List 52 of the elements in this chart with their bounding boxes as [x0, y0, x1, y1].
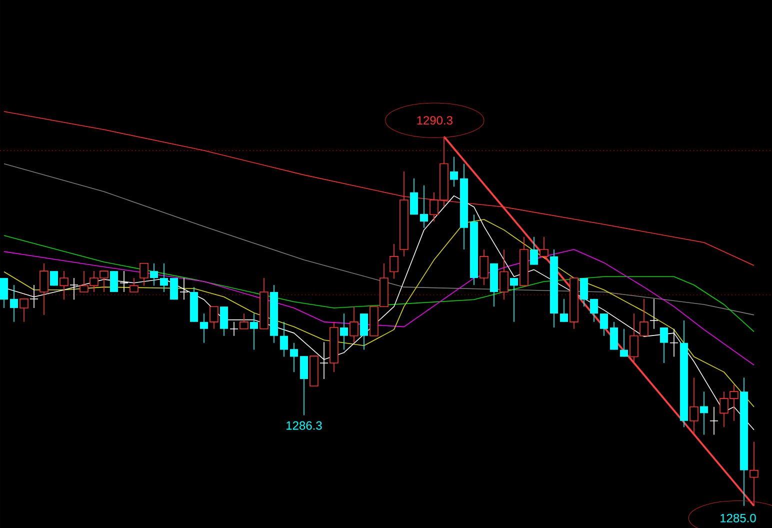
- candlestick: [350, 306, 358, 344]
- candlestick: [580, 278, 588, 307]
- candlestick: [600, 313, 608, 336]
- candlestick: [700, 391, 708, 436]
- candlestick: [230, 322, 238, 336]
- candlestick: [540, 236, 548, 257]
- candlestick: [140, 263, 148, 286]
- candlestick: [30, 284, 38, 308]
- candlestick: [50, 270, 58, 286]
- candlestick: [500, 249, 508, 300]
- candlestick: [250, 313, 258, 350]
- candlestick: [150, 263, 158, 286]
- candlestick: [280, 322, 288, 358]
- candlestick: [320, 342, 328, 380]
- candlestick: [620, 328, 628, 358]
- candlestick: [170, 278, 178, 300]
- candlestick: [40, 263, 48, 316]
- candlestick: [130, 278, 138, 292]
- candlestick: [110, 270, 118, 292]
- candlestick: [180, 278, 188, 300]
- candlestick: [530, 236, 538, 266]
- candlestick: [590, 298, 598, 322]
- candlestick: [240, 313, 248, 330]
- candlestick: [160, 263, 168, 292]
- candlestick: [20, 298, 28, 322]
- candlestick: [610, 322, 618, 350]
- candlestick: [10, 284, 18, 322]
- candlestick: [480, 249, 488, 286]
- candlestick: [0, 278, 8, 308]
- candlestick: [450, 156, 458, 188]
- candlestick: [510, 278, 518, 322]
- text: 1285.0: [720, 514, 756, 522]
- candlestick: [60, 270, 68, 300]
- candlestick: [750, 441, 758, 506]
- text: 1290.3: [417, 116, 452, 125]
- annotation: 1286.3: [286, 421, 322, 430]
- candlestick: [560, 298, 568, 322]
- candlestick: [220, 306, 228, 336]
- candlestick: [200, 313, 208, 344]
- candlestick: [300, 356, 308, 416]
- candlestick: [290, 342, 298, 372]
- candlestick: [660, 327, 668, 364]
- candlestick: [420, 184, 428, 228]
- candlestick: [340, 313, 348, 350]
- candlestick: [390, 243, 398, 280]
- candlestick: [360, 313, 368, 350]
- candlestick: [210, 306, 218, 330]
- candlestick: [410, 178, 418, 216]
- candlestick: [120, 270, 128, 292]
- candlestick: [690, 377, 698, 436]
- candlestick: [650, 298, 658, 330]
- candlestick: [70, 278, 78, 300]
